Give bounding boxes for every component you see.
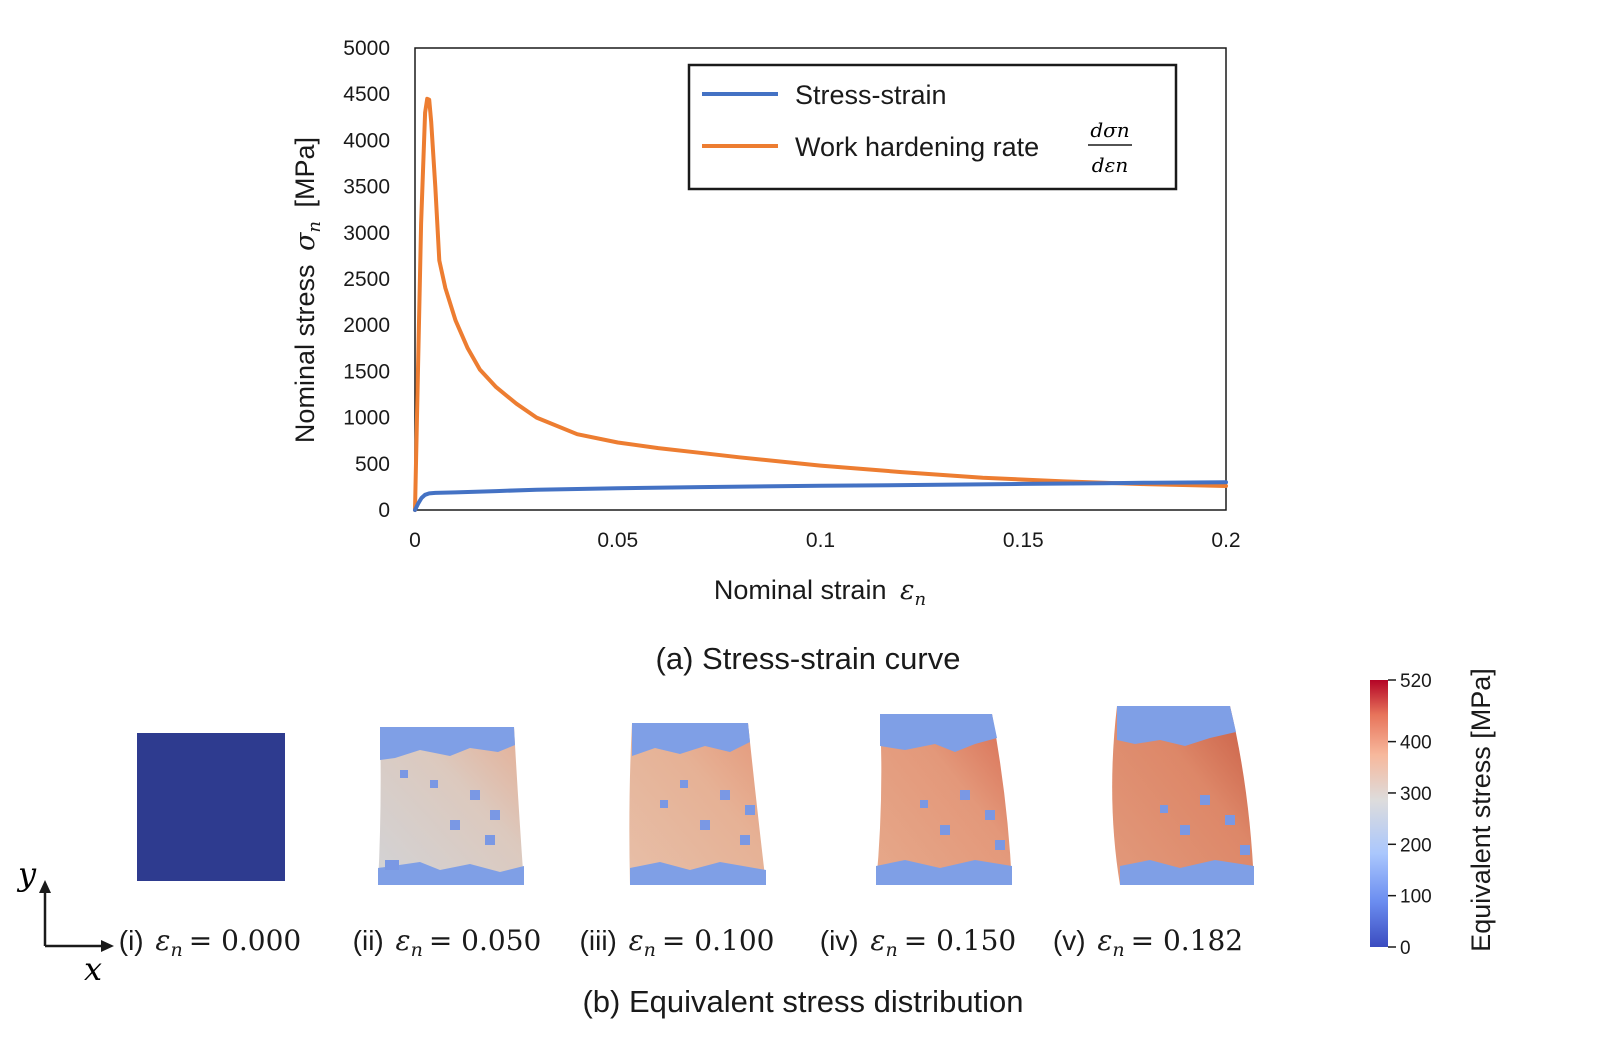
legend-box — [687, 63, 1178, 191]
stress-distribution-panels: y x (i) εn = 0.000 (ii) εn = 0.050 (iii) ε… — [16, 706, 1254, 1019]
panel-label-i: (i) εn = 0.000 — [119, 924, 301, 961]
panel-label-iii: (iii) εn = 0.100 — [580, 924, 775, 961]
colorbar-ticks: 0 100 200 300 400 520 — [1388, 671, 1432, 959]
y-axis-label-sub: n — [304, 221, 325, 233]
stress-map-ii — [378, 727, 524, 885]
colorbar-tick-label: 520 — [1400, 671, 1432, 692]
stress-map-iii — [629, 723, 766, 885]
caption-a: (a) Stress-strain curve — [656, 641, 961, 676]
caption-b: (b) Equivalent stress distribution — [582, 984, 1023, 1019]
legend: Stress-strain Work hardening rate dσn dε… — [687, 63, 1178, 191]
series-line-work-hardening — [413, 96, 1228, 512]
x-axis-symbol: x — [84, 950, 102, 988]
stress-map-iv — [876, 714, 1012, 885]
colorbar-gradient — [1370, 680, 1388, 947]
legend-fraction: dσn dεn — [1088, 118, 1132, 177]
fraction-numerator: dσn — [1090, 118, 1129, 142]
y-tick-label: 3500 — [343, 176, 390, 199]
y-tick-label: 4000 — [343, 129, 390, 152]
x-axis-label-sub: n — [914, 589, 926, 610]
xy-axes-indicator: y x — [16, 855, 114, 988]
y-tick-label: 4500 — [343, 83, 390, 106]
x-tick-label: 0.2 — [1211, 529, 1240, 552]
stress-map-v — [1112, 706, 1254, 885]
y-tick-label: 3000 — [343, 222, 390, 245]
y-axis-label-text: Nominal stress — [290, 265, 320, 444]
y-tick-label: 0 — [378, 499, 390, 522]
y-tick-label: 500 — [355, 453, 390, 476]
y-tick-labels: 0 500 1000 1500 2000 2500 3000 3500 4000 4500 5000 — [343, 37, 390, 522]
y-axis-label-symbol: σ — [290, 231, 321, 251]
x-tick-label: 0.05 — [597, 529, 638, 552]
x-axis-label-text: Nominal strain — [714, 575, 887, 605]
y-tick-label: 1000 — [343, 407, 390, 430]
series-layer — [413, 96, 1228, 512]
colorbar-tick-label: 400 — [1400, 733, 1432, 754]
panel-label-v: (v) εn = 0.182 — [1053, 924, 1243, 961]
fraction-denominator: dεn — [1092, 153, 1128, 177]
legend-label-work-hardening: Work hardening rate — [795, 132, 1039, 162]
y-axis-label-unit: [MPa] — [290, 137, 320, 208]
y-tick-label: 2500 — [343, 268, 390, 291]
colorbar-label: Equivalent stress [MPa] — [1466, 668, 1496, 952]
colorbar-tick-label: 100 — [1400, 887, 1432, 908]
panel-label-iv: (iv) εn = 0.150 — [820, 924, 1016, 961]
legend-label-stress-strain: Stress-strain — [795, 80, 947, 110]
y-axis-label: Nominal stress σn [MPa] — [290, 137, 326, 443]
colorbar: 0 100 200 300 400 520 Equivalent stress [MPa] — [1370, 668, 1496, 959]
series-line-stress-strain — [413, 480, 1228, 512]
x-tick-label: 0.1 — [806, 529, 835, 552]
y-tick-label: 5000 — [343, 37, 390, 60]
y-axis-symbol: y — [16, 855, 37, 893]
panel-label-ii: (ii) εn = 0.050 — [353, 924, 542, 961]
colorbar-tick-label: 300 — [1400, 784, 1432, 805]
colorbar-tick-label: 0 — [1400, 938, 1411, 959]
stress-strain-chart: 0 500 1000 1500 2000 2500 3000 3500 4000 4500 5000… — [290, 37, 1241, 676]
stress-map-i — [137, 733, 285, 881]
x-axis-label-symbol: ε — [900, 575, 915, 606]
x-tick-label: 0.15 — [1003, 529, 1044, 552]
colorbar-tick-label: 200 — [1400, 835, 1432, 856]
y-tick-label: 2000 — [343, 314, 390, 337]
x-tick-label: 0 — [409, 529, 421, 552]
x-tick-labels: 0 0.05 0.1 0.15 0.2 — [409, 529, 1240, 552]
x-axis-label: Nominal strain εn — [714, 575, 926, 610]
y-tick-label: 1500 — [343, 360, 390, 383]
